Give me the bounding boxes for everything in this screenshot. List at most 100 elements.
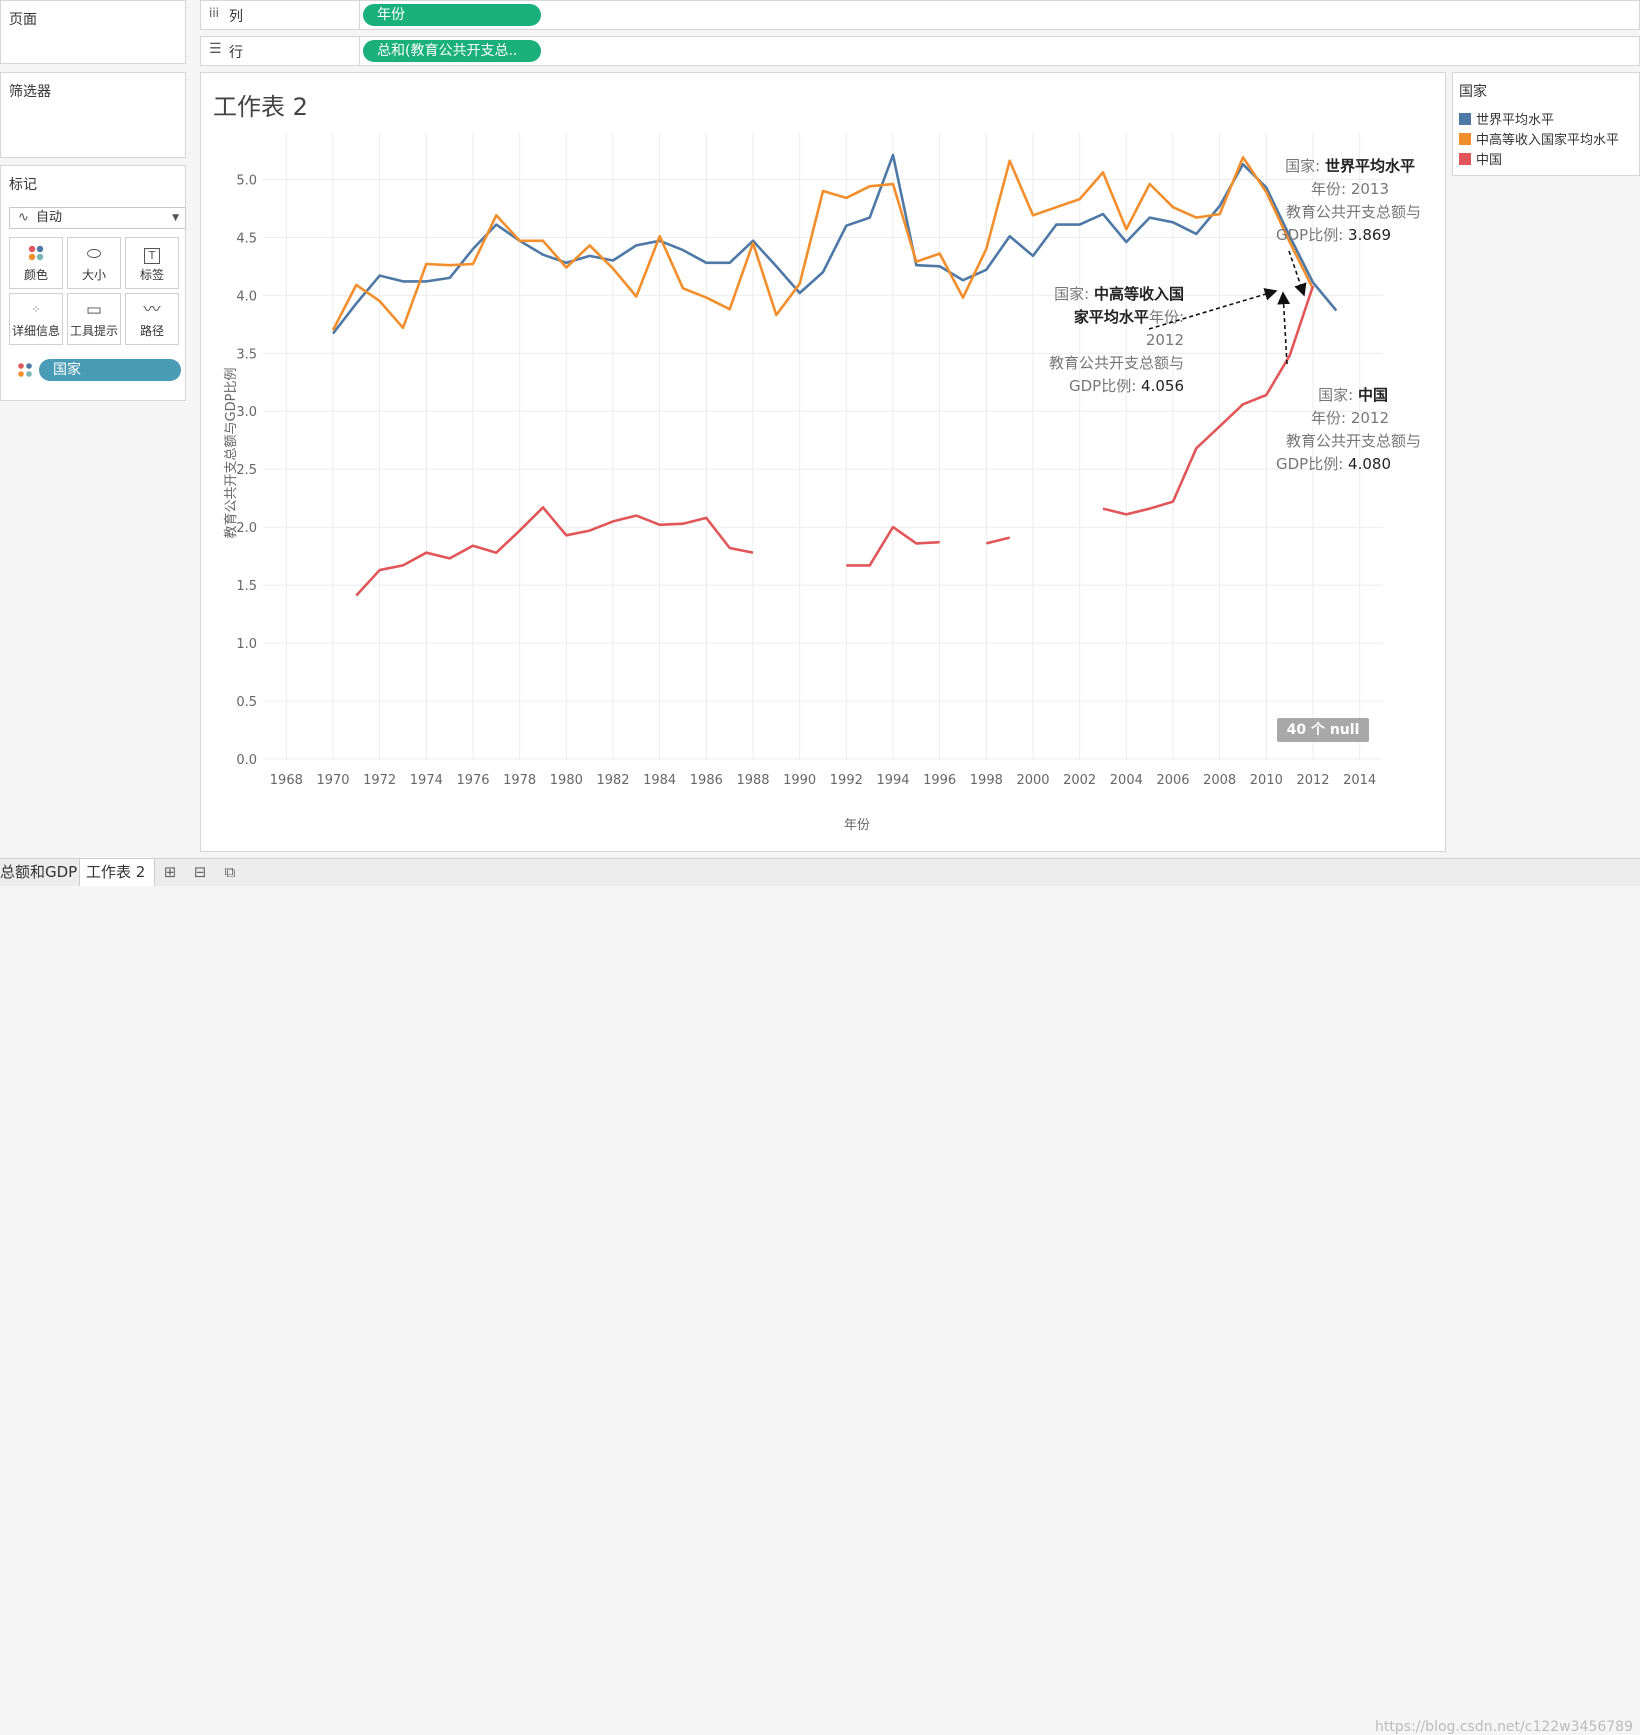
x-tick-label: 1998 [970,773,1003,788]
series-line-1[interactable] [331,156,1315,331]
annotation-umic-line4: 教育公共开支总额与 [1049,354,1184,372]
y-tick-label: 0.5 [236,695,257,710]
annotation-umic[interactable]: 国家: 中高等收入国 家平均水平年份: 2012 教育公共开支总额与 GDP比例… [1049,285,1184,395]
rows-shelf: ☰ 行 总和(教育公共开支总.. [200,36,1640,66]
legend-swatch [1459,153,1471,165]
x-tick-label: 1988 [736,773,769,788]
marks-title: 标记 [9,177,37,193]
legend-item-world[interactable]: 世界平均水平 [1459,109,1554,128]
color-icon [10,238,62,266]
annotation-umic-line2: 家平均水平年份: [1074,308,1184,326]
x-tick-label: 2008 [1203,773,1236,788]
size-label: 大小 [81,268,106,282]
tab-worksheet-2[interactable]: 工作表 2 [79,859,155,886]
annotation-world-line1: 国家: 世界平均水平 [1285,157,1415,175]
path-icon: 〰 [143,300,161,320]
annotation-china[interactable]: 国家: 中国 年份: 2012 教育公共开支总额与 GDP比例: 4.080 [1276,386,1421,473]
tooltip-icon: ▭ [85,300,103,320]
legend-title: 国家 [1459,84,1487,100]
x-tick-label: 1986 [690,773,723,788]
y-tick-label: 2.0 [236,521,257,536]
label-button[interactable]: T 标签 [125,237,179,289]
annotation-world-line4: GDP比例: 3.869 [1276,226,1391,244]
size-button[interactable]: ⬭ 大小 [67,237,121,289]
null-indicator-badge[interactable]: 40 个 null [1277,718,1369,742]
y-tick-label: 4.0 [236,289,257,304]
tab-total-gdp[interactable]: 总额和GDP [0,863,78,881]
filters-card[interactable]: 筛选器 [0,72,186,158]
tooltip-button[interactable]: ▭ 工具提示 [67,293,121,345]
path-button[interactable]: 〰 路径 [125,293,179,345]
columns-pill-year[interactable]: 年份 [363,4,541,26]
line-mark-icon: ∿ [18,210,29,225]
x-tick-label: 1990 [783,773,816,788]
color-legend: 国家 世界平均水平 中高等收入国家平均水平 中国 [1452,72,1640,176]
legend-swatch [1459,113,1471,125]
x-tick-label: 1968 [270,773,303,788]
y-tick-label: 3.0 [236,405,257,420]
size-icon: ⬭ [86,244,102,264]
x-tick-label: 2010 [1250,773,1283,788]
x-tick-label: 1994 [876,773,909,788]
y-tick-label: 4.5 [236,231,257,246]
detail-icon: ⁘ [31,303,41,316]
tooltip-label: 工具提示 [69,324,118,338]
x-tick-label: 2014 [1343,773,1376,788]
legend-swatch [1459,133,1471,145]
y-axis-title: 教育公共开支总额与GDP比例 [223,368,239,539]
sheet-tab-bar: 总额和GDP 工作表 2 ⊞ ⊟ ⧉ https://blog.csdn.net… [0,858,1640,1735]
annotation-umic-line1: 国家: 中高等收入国 [1054,285,1184,303]
y-tick-label: 0.0 [236,753,257,768]
line-chart: 0.0 0.5 1.0 1.5 2.0 2.5 3.0 3.5 4.0 4.5 5.0 1968 197… [223,133,1421,833]
x-tick-label: 1970 [316,773,349,788]
x-tick-label: 1978 [503,773,536,788]
new-story-icon[interactable]: ⧉ [224,863,236,881]
y-tick-label: 2.5 [236,463,257,478]
y-tick-label: 5.0 [236,173,257,188]
annotation-umic-line5: GDP比例: 4.056 [1069,377,1184,395]
color-label: 颜色 [23,268,48,282]
annotation-world-line2: 年份: 2013 [1311,180,1389,198]
rows-pill-sum[interactable]: 总和(教育公共开支总.. [363,40,541,62]
series-line-2[interactable] [985,536,1011,545]
series-line-2[interactable] [1102,285,1315,516]
path-label: 路径 [139,324,164,338]
new-dashboard-icon[interactable]: ⊟ [193,863,207,881]
annotation-world-arrow [1288,250,1307,297]
x-tick-label: 2004 [1110,773,1143,788]
rows-icon: ☰ [209,41,222,57]
worksheet-view: 工作表 2 0.0 0.5 1.0 1.5 2.0 2.5 3.0 3.5 4.0 4.5 5.0 1… [200,72,1446,852]
legend-item-china[interactable]: 中国 [1459,149,1502,168]
pages-card: 页面 [0,0,186,64]
filters-title: 筛选器 [9,84,51,100]
new-worksheet-icon[interactable]: ⊞ [163,863,177,881]
x-tick-label: 2000 [1016,773,1049,788]
x-tick-label: 1982 [596,773,629,788]
watermark: https://blog.csdn.net/c122w3456789 [1375,1719,1633,1735]
country-color-pill[interactable]: 国家 [39,359,181,381]
y-tick-label: 1.0 [236,637,257,652]
series-line-2[interactable] [355,506,754,597]
columns-label: 列 [229,9,243,25]
y-tick-label: 3.5 [236,347,257,362]
annotation-world[interactable]: 国家: 世界平均水平 年份: 2013 教育公共开支总额与 GDP比例: 3.8… [1276,157,1421,244]
color-button[interactable]: 颜色 [9,237,63,289]
annotation-world-line3: 教育公共开支总额与 [1286,203,1421,221]
chevron-down-icon: ▼ [172,213,179,223]
mark-type-dropdown[interactable]: ∿ 自动 ▼ [9,207,186,229]
y-tick-label: 1.5 [236,579,257,594]
columns-icon: iii [209,6,220,20]
shelf-divider [359,37,360,65]
label-label: 标签 [139,268,164,282]
series-line-2[interactable] [846,525,940,567]
label-icon: T [126,238,178,266]
x-tick-label: 1974 [410,773,443,788]
x-tick-label: 1992 [830,773,863,788]
color-dots-icon [17,362,33,382]
annotation-umic-line3: 2012 [1146,331,1184,349]
annotation-china-line1: 国家: 中国 [1318,386,1388,404]
detail-button[interactable]: ⁘ 详细信息 [9,293,63,345]
series-line-0[interactable] [331,153,1338,335]
x-axis-title: 年份 [844,818,870,833]
legend-item-umic[interactable]: 中高等收入国家平均水平 [1459,129,1619,148]
